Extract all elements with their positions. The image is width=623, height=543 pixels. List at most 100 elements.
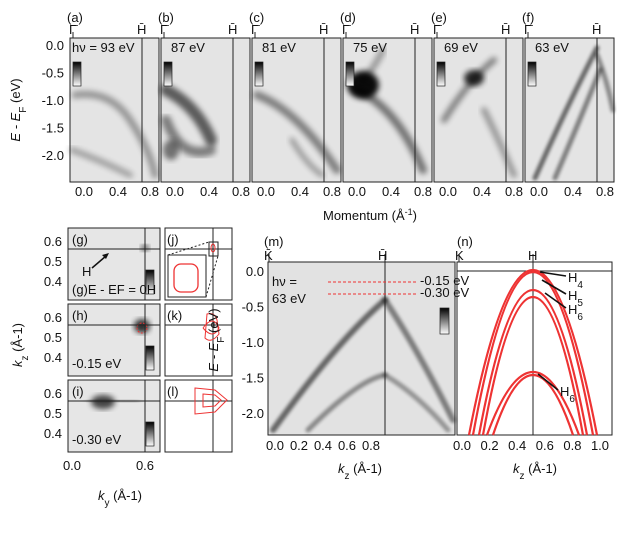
point-label: H̄ xyxy=(592,22,601,37)
x-tick-label: 0.8 xyxy=(362,438,380,453)
energy-note: -0.30 eV xyxy=(72,432,121,447)
energy-note: -0.15 eV xyxy=(72,356,121,371)
x-axis-label-unit: (Å-1) xyxy=(525,461,558,476)
x-tick-label: 0.6 xyxy=(136,458,154,473)
band-index: 6 xyxy=(569,394,575,405)
arrow-label: H xyxy=(82,264,91,279)
y-axis-label-unit: (eV) xyxy=(206,308,221,336)
photon-energy: hν = xyxy=(272,274,297,289)
x-tick-label: 0.0 xyxy=(453,438,471,453)
x-axis-label-sup: -1 xyxy=(405,207,413,217)
panel-label: (k) xyxy=(167,308,182,323)
y-tick-label: 0.4 xyxy=(44,426,62,441)
colorbar xyxy=(528,62,536,86)
x-tick-label: 0.4 xyxy=(508,438,526,453)
colorbar xyxy=(146,346,154,370)
colorbar xyxy=(73,62,81,86)
x-tick-label: 0.0 xyxy=(439,184,457,199)
x-axis-label-unit: (Å-1) xyxy=(350,461,383,476)
y-tick-label: -0.5 xyxy=(242,300,264,315)
x-tick-label: 0.8 xyxy=(505,184,523,199)
x-tick-label: 0.8 xyxy=(414,184,432,199)
x-tick-label: 0.0 xyxy=(530,184,548,199)
photon-energy: 63 eV xyxy=(272,291,306,306)
panel-label: (n) xyxy=(457,234,473,249)
y-tick-label: -2.0 xyxy=(42,148,64,163)
colorbar xyxy=(146,422,154,446)
x-tick-label: 0.0 xyxy=(257,184,275,199)
x-tick-label: 0.2 xyxy=(290,438,308,453)
y-axis-label-main: E - E xyxy=(8,112,23,141)
y-tick-label: 0.4 xyxy=(44,274,62,289)
x-axis-label: ky (Å-1) xyxy=(98,488,142,509)
point-label: K xyxy=(455,248,464,263)
energy-note-arrow: H xyxy=(147,282,156,297)
x-axis-label: kz (Å-1) xyxy=(513,461,557,482)
y-tick-label: -0.5 xyxy=(42,66,64,81)
point-label: H̄ xyxy=(319,22,328,37)
x-tick-label: 0.0 xyxy=(166,184,184,199)
spectrum-background xyxy=(70,38,159,182)
y-tick-label: 0.0 xyxy=(246,264,264,279)
x-tick-label: 0.2 xyxy=(481,438,499,453)
x-axis-label: Momentum (Å-1) xyxy=(323,207,417,223)
colorbar xyxy=(437,62,445,86)
cut-label: -0.30 eV xyxy=(420,285,469,300)
panel-label: (j) xyxy=(167,232,179,247)
y-tick-label: 0.5 xyxy=(44,254,62,269)
x-tick-label: 0.4 xyxy=(109,184,127,199)
x-axis-label-end: ) xyxy=(413,208,417,223)
panel-label: (m) xyxy=(264,234,284,249)
x-tick-label: 0.0 xyxy=(63,458,81,473)
x-axis-label: kz (Å-1) xyxy=(338,461,382,482)
y-tick-label: -1.0 xyxy=(242,335,264,350)
x-tick-label: 0.8 xyxy=(323,184,341,199)
point-label: H̄ xyxy=(137,22,146,37)
energy-note-note: E - EF = 0 xyxy=(88,282,147,297)
photon-energy: 69 eV xyxy=(444,40,478,55)
point-label: H xyxy=(528,248,537,263)
x-tick-label: 0.8 xyxy=(232,184,250,199)
x-tick-label: 0.0 xyxy=(75,184,93,199)
photon-energy: hν = 93 eV xyxy=(72,40,135,55)
point-label: K̄ xyxy=(264,248,273,263)
panel-label: (l) xyxy=(167,384,179,399)
band-letter: H xyxy=(568,302,577,317)
y-tick-label: -1.0 xyxy=(42,93,64,108)
y-axis-label: E - EF (eV) xyxy=(8,78,29,141)
photon-energy: 75 eV xyxy=(353,40,387,55)
point-label: H̄ xyxy=(228,22,237,37)
y-tick-label: 0.6 xyxy=(44,234,62,249)
photon-energy: 63 eV xyxy=(535,40,569,55)
x-tick-label: 0.8 xyxy=(141,184,159,199)
x-tick-label: 0.4 xyxy=(473,184,491,199)
band-index: 6 xyxy=(577,312,583,323)
y-axis-label: kz (Å-1) xyxy=(10,323,31,367)
figure: (a)Γ̄H̄hν = 93 eV0.00.40.8(b)Γ̄H̄87 eV0.… xyxy=(0,0,623,543)
colorbar xyxy=(346,62,354,86)
x-tick-label: 0.0 xyxy=(348,184,366,199)
spectrum-background xyxy=(161,38,250,182)
x-axis-label-main: Momentum (Å xyxy=(323,208,405,223)
y-tick-label: 0.6 xyxy=(44,310,62,325)
x-tick-label: 0.4 xyxy=(200,184,218,199)
arrow xyxy=(538,374,558,390)
y-tick-label: -1.5 xyxy=(242,371,264,386)
x-tick-label: 0.8 xyxy=(563,438,581,453)
y-tick-label: -2.0 xyxy=(242,406,264,421)
photon-energy: 87 eV xyxy=(171,40,205,55)
panel-label: (g) xyxy=(72,232,88,247)
y-tick-label: 0.4 xyxy=(44,350,62,365)
x-tick-label: 0.4 xyxy=(382,184,400,199)
point-label: H̄ xyxy=(501,22,510,37)
x-axis-label-unit: (Å-1) xyxy=(110,488,143,503)
y-axis-label-main: E - E xyxy=(206,342,221,371)
energy-note-label: (g) xyxy=(72,282,88,297)
photon-energy: 81 eV xyxy=(262,40,296,55)
y-axis-label-unit: (eV) xyxy=(8,78,23,106)
band-letter: H xyxy=(568,288,577,303)
band-letter: H xyxy=(560,384,569,399)
point-label: H̄ xyxy=(410,22,419,37)
x-tick-label: 1.0 xyxy=(591,438,609,453)
x-tick-label: 0.8 xyxy=(596,184,614,199)
